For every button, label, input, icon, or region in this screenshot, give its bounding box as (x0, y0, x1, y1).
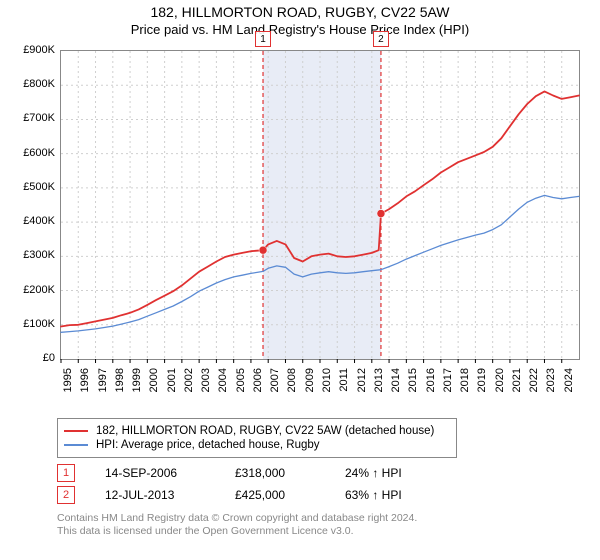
title-line-2: Price paid vs. HM Land Registry's House … (0, 22, 600, 37)
y-tick-label: £500K (10, 181, 55, 193)
y-tick-label: £0 (10, 352, 55, 364)
attribution-line: This data is licensed under the Open Gov… (57, 525, 417, 538)
transaction-delta: 24% ↑ HPI (345, 466, 402, 480)
plot-svg (61, 51, 579, 359)
chart-container: 182, HILLMORTON ROAD, RUGBY, CV22 5AW Pr… (0, 0, 600, 560)
y-tick-label: £800K (10, 78, 55, 90)
attribution: Contains HM Land Registry data © Crown c… (57, 512, 417, 538)
transaction-date: 12-JUL-2013 (105, 488, 205, 502)
event-marker: 2 (373, 31, 389, 47)
transactions-table: 1 14-SEP-2006 £318,000 24% ↑ HPI 2 12-JU… (57, 460, 402, 508)
x-tick-label: 2024 (563, 368, 600, 408)
legend-item: 182, HILLMORTON ROAD, RUGBY, CV22 5AW (d… (64, 425, 450, 437)
chart-area: £0 £100K £200K £300K £400K £500K £600K £700K £80… (10, 50, 590, 410)
title-block: 182, HILLMORTON ROAD, RUGBY, CV22 5AW Pr… (0, 0, 600, 37)
y-tick-label: £200K (10, 284, 55, 296)
transaction-date: 14-SEP-2006 (105, 466, 205, 480)
legend-swatch (64, 430, 88, 432)
y-tick-label: £600K (10, 147, 55, 159)
legend-label: HPI: Average price, detached house, Rugb… (96, 439, 320, 451)
title-line-1: 182, HILLMORTON ROAD, RUGBY, CV22 5AW (0, 4, 600, 20)
x-axis-labels: 1995199619971998199920002001200220032004… (60, 360, 578, 410)
legend-item: HPI: Average price, detached house, Rugb… (64, 439, 450, 451)
y-tick-label: £400K (10, 215, 55, 227)
table-row: 2 12-JUL-2013 £425,000 63% ↑ HPI (57, 486, 402, 504)
transaction-price: £425,000 (235, 488, 315, 502)
y-tick-label: £100K (10, 318, 55, 330)
legend-label: 182, HILLMORTON ROAD, RUGBY, CV22 5AW (d… (96, 425, 434, 437)
transaction-marker: 1 (57, 464, 75, 482)
transaction-delta: 63% ↑ HPI (345, 488, 402, 502)
shaded-band (263, 51, 381, 359)
table-row: 1 14-SEP-2006 £318,000 24% ↑ HPI (57, 464, 402, 482)
event-marker: 1 (255, 31, 271, 47)
y-tick-label: £900K (10, 44, 55, 56)
transaction-price: £318,000 (235, 466, 315, 480)
y-tick-label: £300K (10, 249, 55, 261)
plot-area: 12 (60, 50, 580, 360)
y-tick-label: £700K (10, 112, 55, 124)
legend: 182, HILLMORTON ROAD, RUGBY, CV22 5AW (d… (57, 418, 457, 458)
attribution-line: Contains HM Land Registry data © Crown c… (57, 512, 417, 525)
legend-swatch (64, 444, 88, 446)
transaction-marker: 2 (57, 486, 75, 504)
